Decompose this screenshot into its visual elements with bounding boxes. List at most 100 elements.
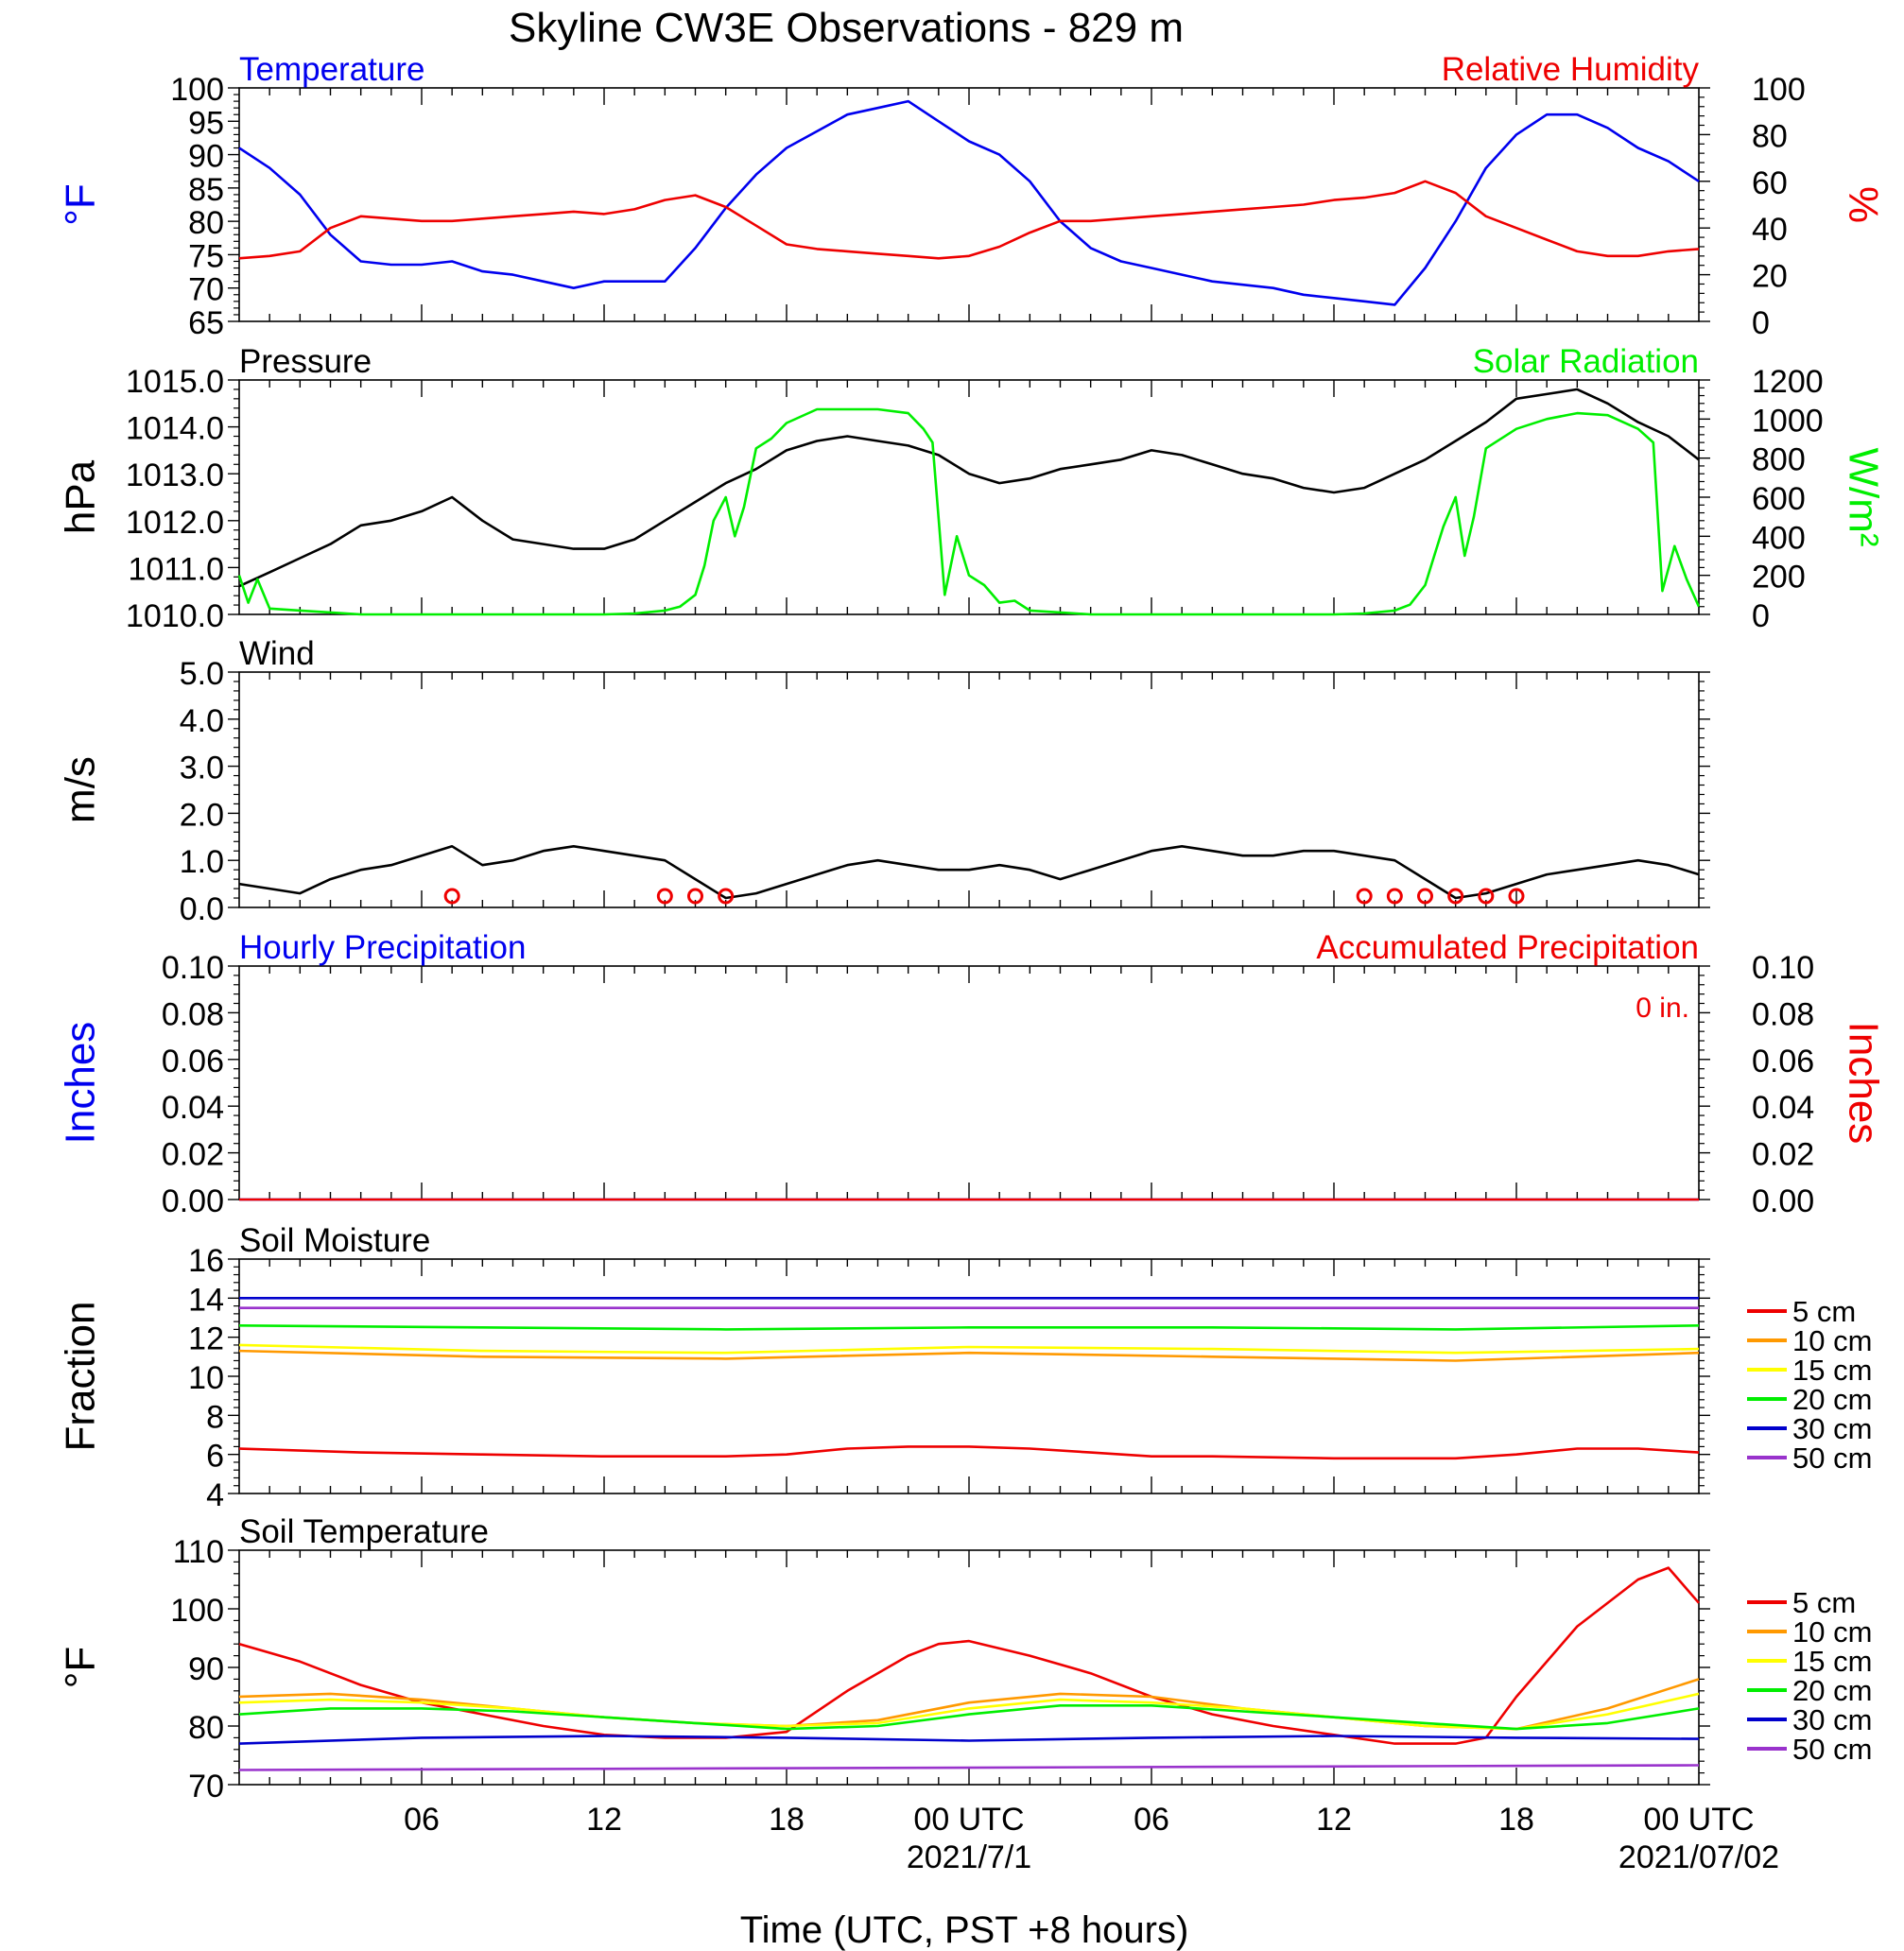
temp_rh-ytick-label-left: 85 <box>188 172 224 208</box>
temp_rh-ytick-label-right: 0 <box>1752 305 1770 341</box>
wind-ytick-label-left: 0.0 <box>180 891 224 927</box>
soil_temp-legend-label: 50 cm <box>1792 1733 1872 1766</box>
soil_moisture-ylabel-left: Fraction <box>58 1302 104 1452</box>
wind-calm-marker <box>1417 888 1433 905</box>
temp_rh-ytick-label-left: 90 <box>188 139 224 175</box>
soil_moisture-series-3 <box>238 1324 1700 1331</box>
precip-title-right: Accumulated Precipitation <box>1316 929 1699 966</box>
soil_moisture-series-2 <box>238 1343 1700 1355</box>
soil_moisture-legend-label: 50 cm <box>1792 1442 1872 1475</box>
temp_rh-ytick-label-left: 70 <box>188 272 224 308</box>
wind-ytick-label-left: 5.0 <box>180 656 224 692</box>
temp_rh-ytick-label-left: 65 <box>188 305 224 341</box>
precip-annotation: 0 in. <box>1636 993 1689 1024</box>
pressure_solar-series-1 <box>237 407 1701 616</box>
pressure_solar-ytick-label-left: 1013.0 <box>126 458 224 493</box>
soil_moisture-legend-label: 10 cm <box>1792 1324 1872 1357</box>
temp_rh-ytick-label-right: 100 <box>1752 72 1806 108</box>
precip-ytick-label-left: 0.10 <box>162 950 224 986</box>
temp_rh-ytick-label-left: 75 <box>188 238 224 274</box>
wind-series-0 <box>238 844 1700 900</box>
pressure_solar-ytick-label-right: 400 <box>1752 520 1806 556</box>
temp_rh-ytick-label-left: 100 <box>170 72 224 108</box>
soil_temp-legend-label: 15 cm <box>1792 1645 1872 1678</box>
pressure_solar-ytick-label-right: 0 <box>1752 598 1770 634</box>
soil_temp-legend-label: 5 cm <box>1792 1586 1856 1619</box>
pressure_solar-series-0 <box>238 388 1700 588</box>
soil_moisture-series-1 <box>238 1349 1700 1362</box>
temp_rh-series-0 <box>238 99 1700 306</box>
soil_temp-title-left: Soil Temperature <box>239 1513 489 1550</box>
soil_moisture-legend-label: 20 cm <box>1792 1383 1872 1416</box>
pressure_solar-ytick-label-left: 1014.0 <box>126 411 224 447</box>
precip-ytick-label-right: 0.02 <box>1752 1137 1814 1173</box>
precip-ytick-label-left: 0.04 <box>162 1090 224 1126</box>
temp_rh-title-left: Temperature <box>239 51 424 88</box>
x-date-label: 2021/7/1 <box>907 1839 1031 1875</box>
wind-ytick-label-left: 1.0 <box>180 844 224 880</box>
x-tick-label: 00 UTC <box>913 1802 1024 1838</box>
soil_temp-ylabel-left: °F <box>58 1647 104 1688</box>
wind-calm-marker <box>718 888 735 905</box>
wind-calm-marker <box>1508 888 1525 905</box>
precip-ytick-label-left: 0.06 <box>162 1044 224 1079</box>
temp_rh-ytick-label-left: 80 <box>188 205 224 241</box>
soil_temp-legend-label: 10 cm <box>1792 1615 1872 1649</box>
wind-calm-marker <box>1447 888 1464 905</box>
soil_moisture-ytick-label-left: 14 <box>188 1282 224 1318</box>
temp_rh-ytick-label-right: 60 <box>1752 165 1788 201</box>
x-tick-label: 06 <box>1134 1802 1169 1838</box>
pressure_solar-ytick-label-right: 1000 <box>1752 403 1824 439</box>
wind-calm-marker <box>443 888 460 905</box>
x-tick-label: 06 <box>404 1802 440 1838</box>
soil_moisture-ytick-label-left: 4 <box>206 1477 224 1513</box>
soil_temp-ytick-label-left: 90 <box>188 1651 224 1687</box>
pressure_solar-frame <box>238 379 1700 615</box>
precip-ytick-label-right: 0.00 <box>1752 1183 1814 1219</box>
temp_rh-ylabel-right: % <box>1840 186 1886 223</box>
soil_moisture-title-left: Soil Moisture <box>239 1222 430 1259</box>
wind-ytick-label-left: 2.0 <box>180 797 224 833</box>
pressure_solar-title-left: Pressure <box>239 343 372 380</box>
precip-ytick-label-left: 0.08 <box>162 996 224 1032</box>
wind-ytick-label-left: 3.0 <box>180 751 224 786</box>
x-tick-label: 18 <box>769 1802 805 1838</box>
soil_moisture-ytick-label-left: 12 <box>188 1321 224 1357</box>
pressure_solar-ytick-label-left: 1010.0 <box>126 598 224 634</box>
temp_rh-ytick-label-right: 80 <box>1752 118 1788 154</box>
pressure_solar-ytick-label-left: 1012.0 <box>126 505 224 541</box>
soil_moisture-legend-label: 15 cm <box>1792 1354 1872 1387</box>
soil_temp-series-3 <box>238 1704 1700 1731</box>
x-tick-label: 00 UTC <box>1643 1802 1754 1838</box>
precip-ytick-label-left: 0.02 <box>162 1137 224 1173</box>
soil_temp-ytick-label-left: 70 <box>188 1769 224 1804</box>
soil_temp-series-2 <box>238 1692 1700 1731</box>
soil_moisture-legend-label: 30 cm <box>1792 1412 1872 1445</box>
soil_temp-series-4 <box>238 1735 1700 1745</box>
soil_moisture-legend-label: 5 cm <box>1792 1295 1856 1328</box>
soil_temp-ytick-label-left: 110 <box>173 1534 224 1570</box>
pressure_solar-ytick-label-right: 600 <box>1752 481 1806 517</box>
wind-frame <box>238 671 1700 908</box>
precip-ylabel-right: Inches <box>1840 1022 1886 1145</box>
pressure_solar-ytick-label-right: 800 <box>1752 442 1806 478</box>
temp_rh-ylabel-left: °F <box>58 183 104 225</box>
precip-ytick-label-left: 0.00 <box>162 1183 224 1219</box>
wind-ytick-label-left: 4.0 <box>180 703 224 739</box>
pressure_solar-title-right: Solar Radiation <box>1473 343 1699 380</box>
precip-ytick-label-right: 0.08 <box>1752 996 1814 1032</box>
precip-ytick-label-right: 0.06 <box>1752 1044 1814 1079</box>
wind-calm-marker <box>1478 888 1495 905</box>
soil_moisture-ytick-label-left: 16 <box>188 1243 224 1279</box>
pressure_solar-ylabel-right: W/m² <box>1840 447 1886 546</box>
precip-ytick-label-right: 0.10 <box>1752 950 1814 986</box>
temp_rh-frame <box>238 87 1700 322</box>
wind-calm-marker <box>1356 888 1373 905</box>
soil_moisture-ytick-label-left: 6 <box>206 1439 224 1475</box>
pressure_solar-ytick-label-left: 1011.0 <box>129 551 224 587</box>
x-date-label: 2021/07/02 <box>1618 1839 1779 1875</box>
soil_temp-legend-label: 20 cm <box>1792 1674 1872 1707</box>
temp_rh-series-1 <box>238 180 1700 260</box>
